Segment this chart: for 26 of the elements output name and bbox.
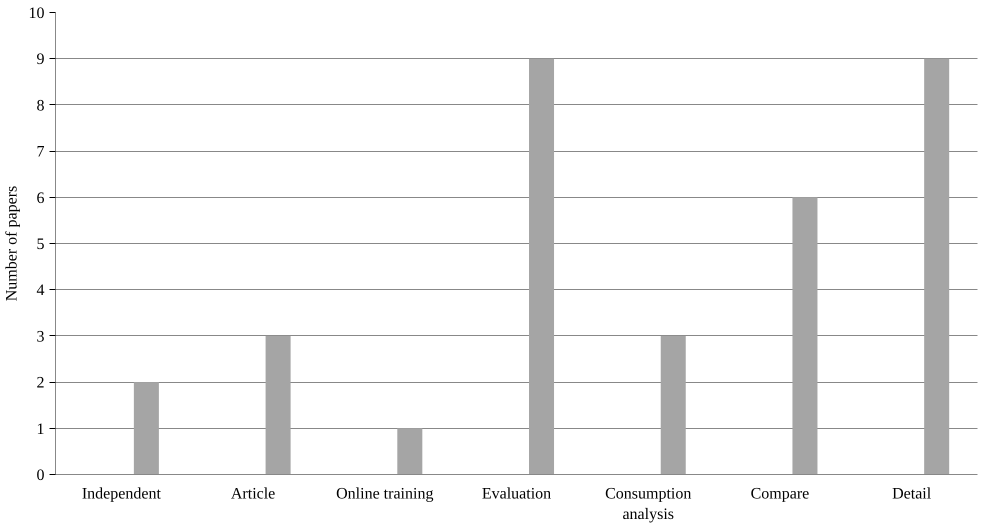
y-tick-label: 0 (36, 467, 44, 484)
y-tick-label: 3 (36, 328, 44, 346)
x-tick-label: Online training (336, 486, 434, 502)
y-axis-title: Number of papers (4, 186, 20, 302)
y-tick-label: 6 (36, 190, 44, 207)
x-tick-label: Independent (82, 486, 162, 502)
y-tick-label: 10 (28, 5, 44, 22)
y-tick-label: 5 (36, 236, 44, 253)
bar (134, 382, 159, 474)
x-tick-label: Compare (750, 486, 810, 502)
x-tick-label: Evaluation (482, 486, 552, 502)
bar (266, 336, 291, 474)
bar (792, 197, 818, 474)
y-tick-label: 1 (36, 420, 44, 438)
bar (924, 58, 950, 474)
bar (529, 58, 554, 474)
y-tick-label: 7 (36, 144, 44, 161)
bar (660, 336, 686, 474)
x-tick-label: Detail (892, 486, 932, 502)
x-tick-label: Article (230, 486, 276, 502)
y-tick-label: 4 (36, 282, 44, 300)
y-tick-label: 2 (36, 374, 44, 392)
y-tick-label: 8 (36, 97, 44, 114)
x-tick-label: Consumption analysis (605, 486, 692, 523)
bar (397, 428, 422, 474)
y-tick-label: 9 (36, 51, 44, 68)
